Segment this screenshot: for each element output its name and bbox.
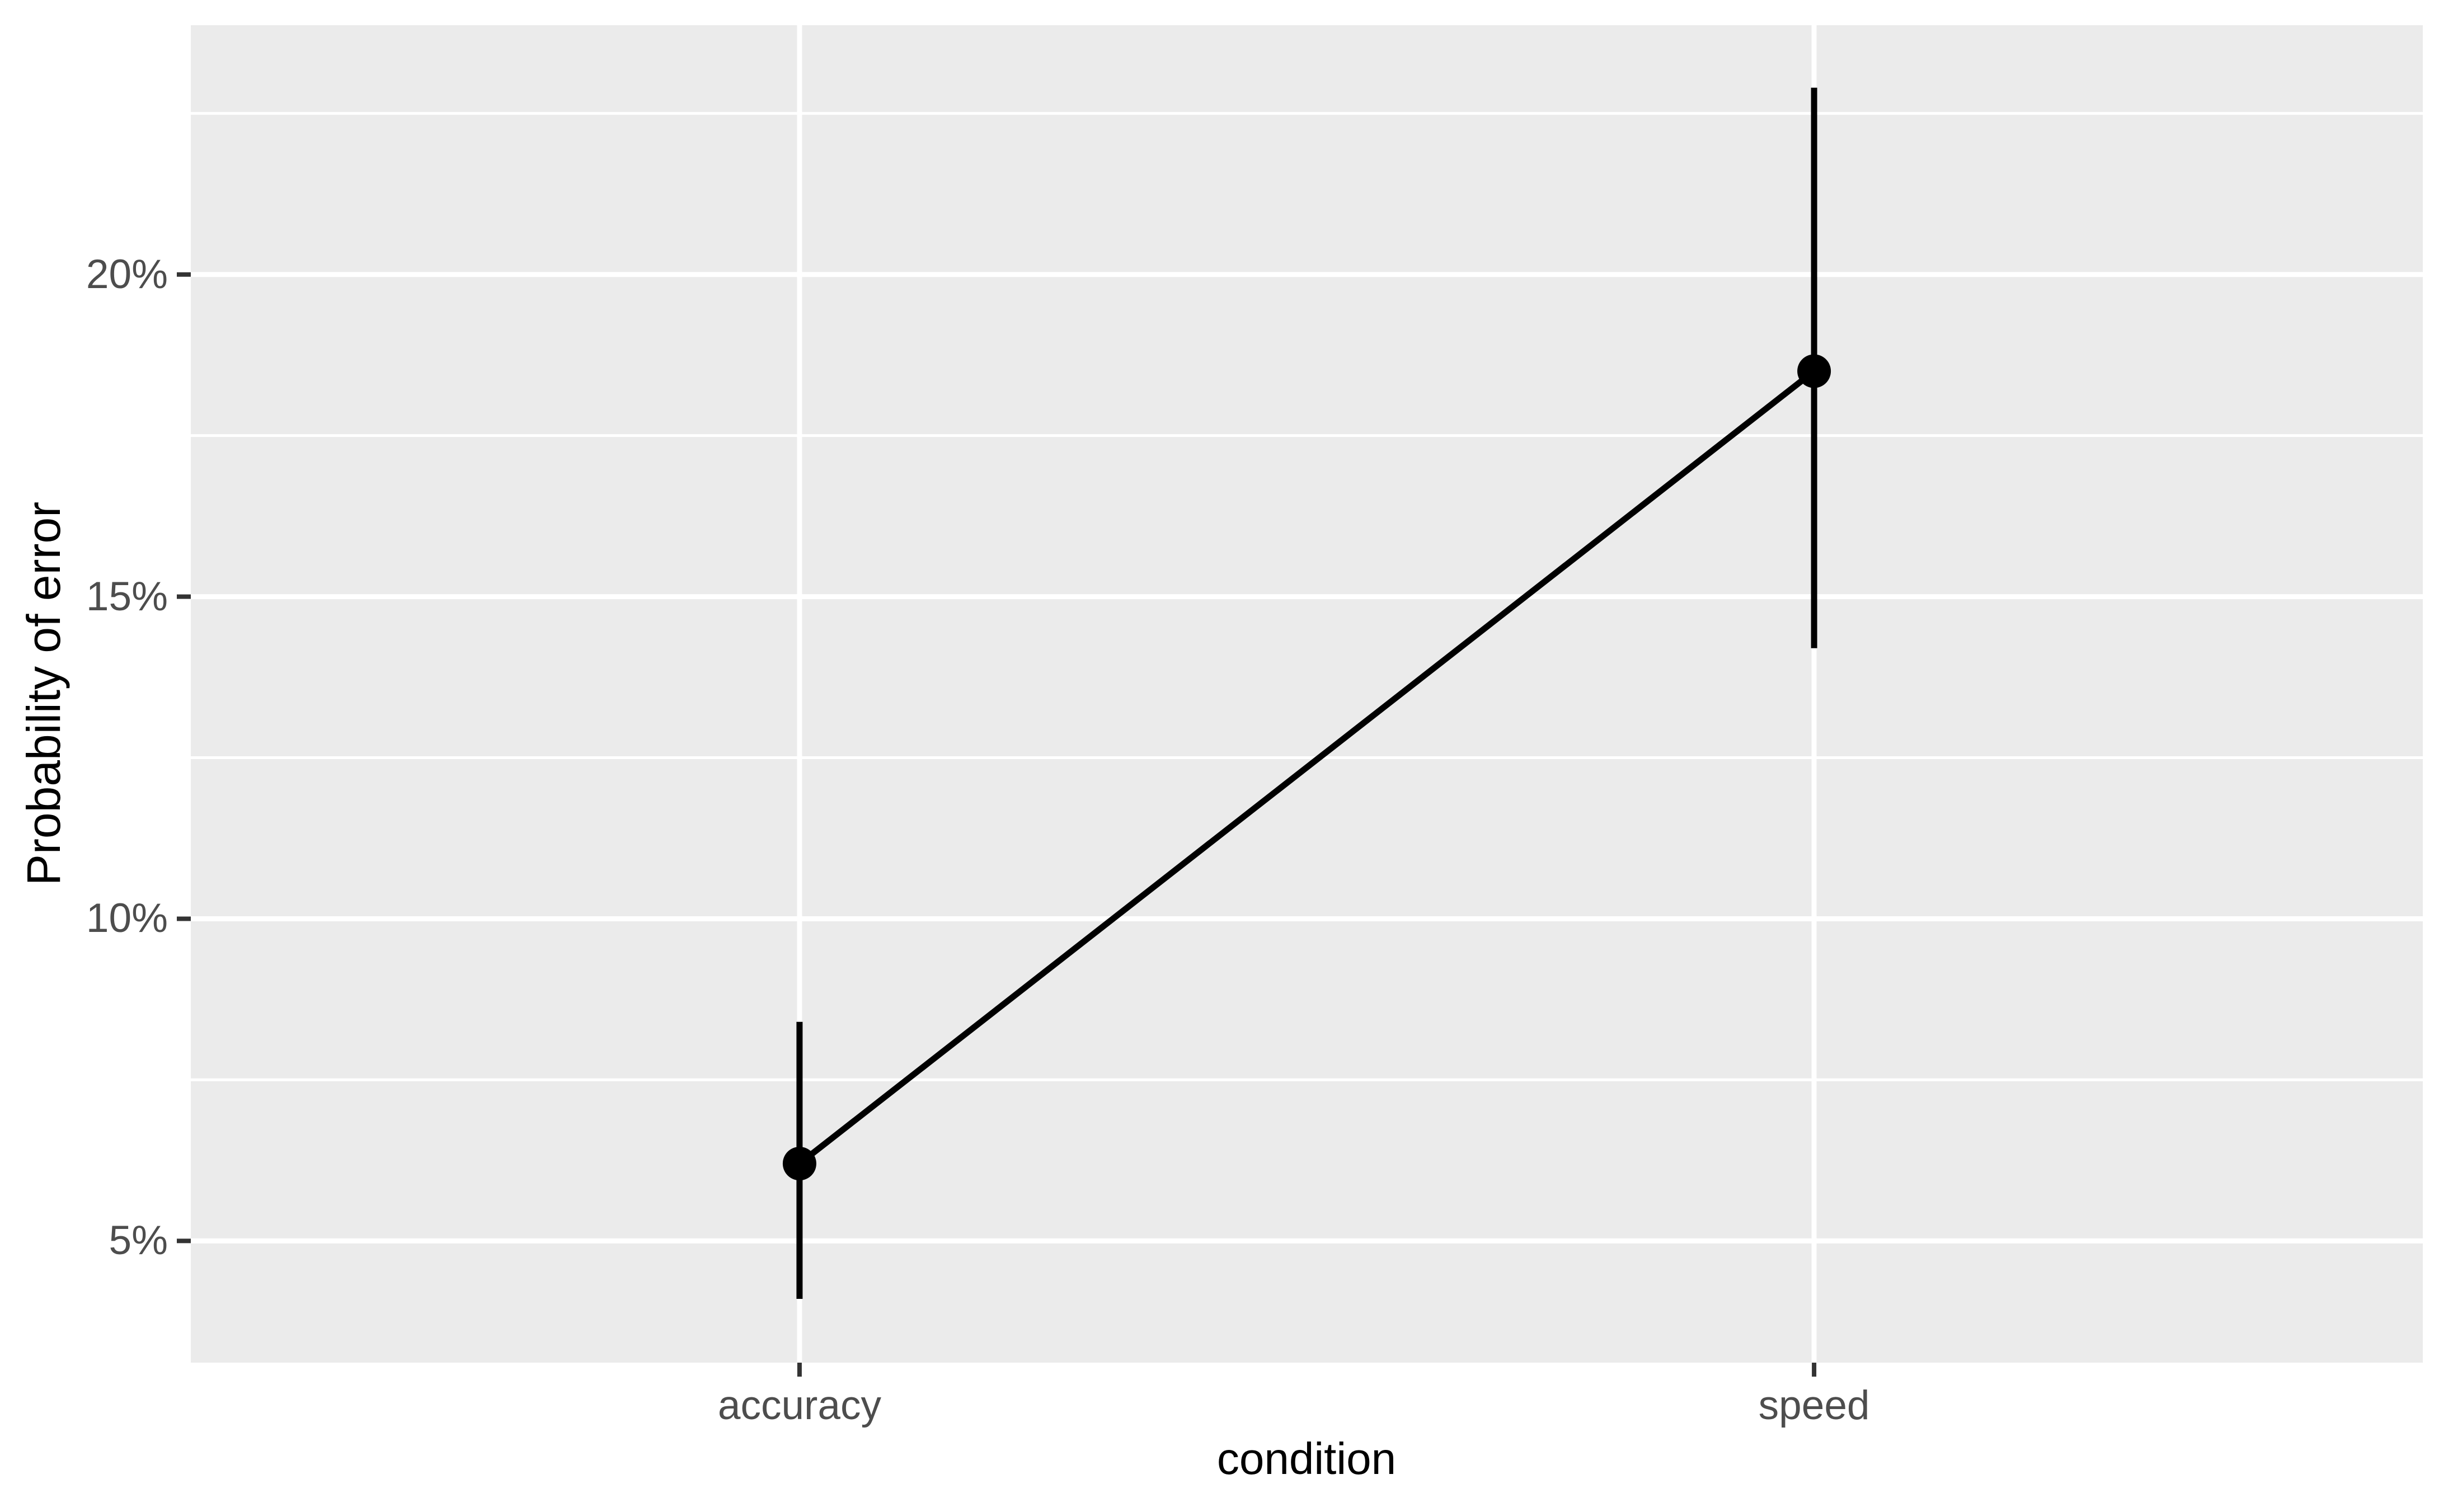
data-point — [1797, 354, 1831, 388]
x-axis-title: condition — [1216, 1434, 1397, 1483]
plot-panel — [191, 25, 2423, 1363]
y-axis-tick-label: 15% — [86, 573, 168, 619]
x-axis-tick-label: accuracy — [717, 1383, 881, 1428]
data-point — [782, 1147, 816, 1181]
y-axis-tick-label: 20% — [86, 251, 168, 297]
y-axis-tick-label: 5% — [109, 1218, 168, 1264]
y-axis-tick-label: 10% — [86, 896, 168, 941]
y-axis-title: Probability of error — [17, 501, 70, 886]
x-axis-tick-label: speed — [1758, 1383, 1870, 1428]
trend-line — [797, 369, 1816, 1166]
